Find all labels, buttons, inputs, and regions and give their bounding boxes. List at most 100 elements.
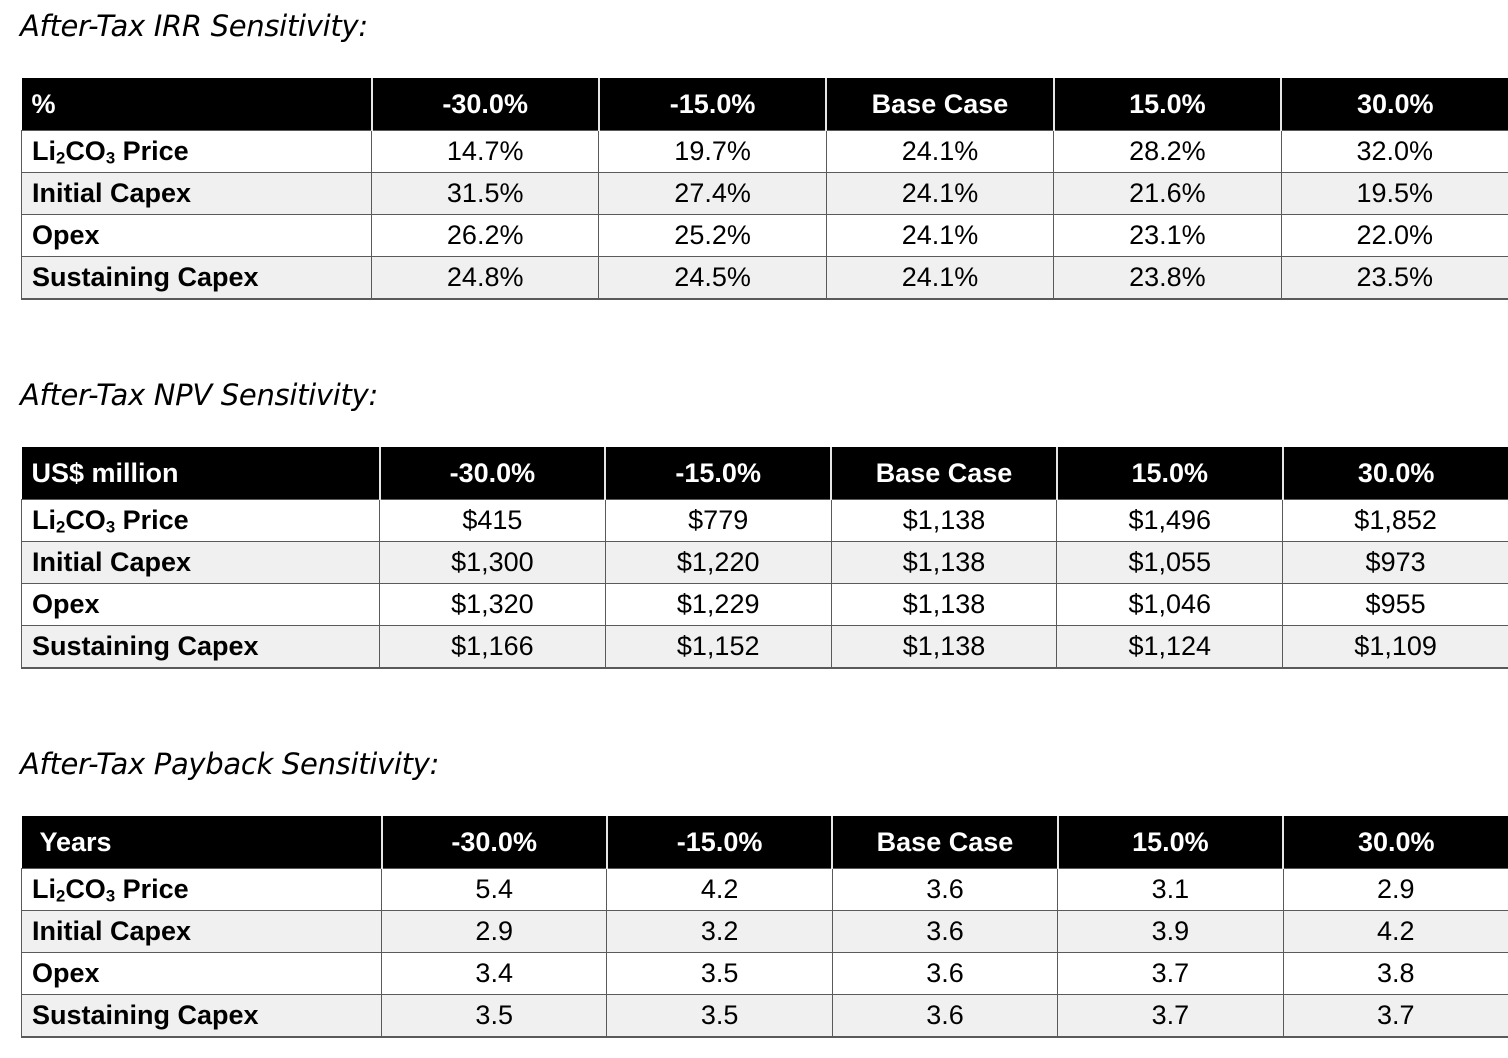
- table-row: Initial Capex 31.5% 27.4% 24.1% 21.6% 19…: [21, 172, 1508, 215]
- column-header: 15.0%: [1055, 447, 1283, 500]
- row-label: Li2CO3 Price: [21, 868, 382, 911]
- table-cell: 28.2%: [1053, 130, 1282, 173]
- table-cell: 3.5: [606, 994, 833, 1038]
- column-header: -15.0%: [604, 447, 832, 500]
- table-row: Sustaining Capex 24.8% 24.5% 24.1% 23.8%…: [21, 256, 1508, 300]
- table-cell: 24.1%: [825, 256, 1055, 300]
- table-cell: 3.7: [1057, 994, 1284, 1038]
- table-cell: 3.7: [1282, 994, 1508, 1038]
- unit-header: US$ million: [21, 447, 380, 500]
- unit-header: Years: [21, 816, 382, 869]
- header-row: US$ million -30.0% -15.0% Base Case 15.0…: [21, 447, 1508, 500]
- column-header: 30.0%: [1282, 816, 1508, 869]
- table-cell: 24.8%: [370, 256, 600, 300]
- table-cell: 32.0%: [1280, 130, 1508, 173]
- column-header: -30.0%: [378, 447, 606, 500]
- row-label: Initial Capex: [21, 172, 372, 215]
- table-cell: $973: [1282, 541, 1508, 584]
- column-header: 15.0%: [1052, 78, 1282, 131]
- table-cell: 3.8: [1282, 952, 1508, 995]
- table-cell: 3.6: [831, 952, 1059, 995]
- table-cell: 26.2%: [370, 214, 600, 257]
- table-cell: 5.4: [380, 868, 608, 911]
- column-header: 30.0%: [1280, 78, 1508, 131]
- header-row: % -30.0% -15.0% Base Case 15.0% 30.0%: [21, 78, 1508, 131]
- column-header: Base Case: [830, 447, 1057, 500]
- table-cell: 3.1: [1057, 868, 1284, 911]
- table-cell: $1,152: [604, 625, 832, 669]
- table-cell: 27.4%: [598, 172, 827, 215]
- table-cell: $1,138: [830, 499, 1058, 542]
- table-row: Sustaining Capex 3.5 3.5 3.6 3.7 3.7: [21, 994, 1508, 1038]
- irr-sensitivity-title: After-Tax IRR Sensitivity:: [20, 9, 368, 43]
- table-row: Li2CO3 Price 5.4 4.2 3.6 3.1 2.9: [21, 868, 1508, 911]
- table-cell: 3.6: [831, 910, 1059, 953]
- table-cell: $1,046: [1056, 583, 1284, 626]
- table-cell: $1,055: [1056, 541, 1284, 584]
- table-row: Li2CO3 Price $415 $779 $1,138 $1,496 $1,…: [21, 499, 1508, 542]
- table-cell: $1,109: [1282, 625, 1508, 669]
- table-cell: 23.5%: [1280, 256, 1508, 300]
- table-cell: $955: [1282, 583, 1508, 626]
- table-cell: 25.2%: [598, 214, 827, 257]
- npv-sensitivity-title: After-Tax NPV Sensitivity:: [20, 378, 378, 412]
- table-cell: 3.6: [831, 994, 1059, 1038]
- table-row: Opex 26.2% 25.2% 24.1% 23.1% 22.0%: [21, 214, 1508, 257]
- unit-header: %: [21, 78, 372, 131]
- table-cell: 2.9: [380, 910, 608, 953]
- table-cell: 21.6%: [1053, 172, 1282, 215]
- table-cell: $1,166: [379, 625, 606, 669]
- row-label: Sustaining Capex: [21, 625, 380, 669]
- table-row: Initial Capex $1,300 $1,220 $1,138 $1,05…: [21, 541, 1508, 584]
- table-cell: 3.2: [606, 910, 833, 953]
- table-row: Li2CO3 Price 14.7% 19.7% 24.1% 28.2% 32.…: [21, 130, 1508, 173]
- table-cell: 22.0%: [1280, 214, 1508, 257]
- table-cell: 4.2: [606, 868, 833, 911]
- irr-sensitivity-table: % -30.0% -15.0% Base Case 15.0% 30.0% Li…: [21, 78, 1508, 300]
- table-cell: 24.1%: [825, 130, 1055, 173]
- row-label: Initial Capex: [21, 541, 380, 584]
- table-cell: 19.7%: [598, 130, 827, 173]
- row-label: Opex: [21, 583, 380, 626]
- table-cell: 24.1%: [825, 214, 1055, 257]
- table-cell: $1,852: [1282, 499, 1508, 542]
- table-cell: 3.5: [606, 952, 833, 995]
- table-cell: $415: [379, 499, 606, 542]
- table-cell: 3.4: [380, 952, 608, 995]
- table-cell: $1,124: [1056, 625, 1284, 669]
- table-cell: 24.5%: [598, 256, 827, 300]
- table-row: Opex $1,320 $1,229 $1,138 $1,046 $955: [21, 583, 1508, 626]
- npv-sensitivity-table: US$ million -30.0% -15.0% Base Case 15.0…: [21, 447, 1508, 669]
- row-label: Sustaining Capex: [21, 256, 372, 300]
- payback-sensitivity-title: After-Tax Payback Sensitivity:: [20, 747, 440, 781]
- table-cell: $1,320: [379, 583, 606, 626]
- table-cell: 31.5%: [370, 172, 600, 215]
- payback-sensitivity-table: Years -30.0% -15.0% Base Case 15.0% 30.0…: [21, 816, 1508, 1038]
- header-row: Years -30.0% -15.0% Base Case 15.0% 30.0…: [21, 816, 1508, 869]
- column-header: -30.0%: [380, 816, 607, 869]
- table-cell: $779: [604, 499, 832, 542]
- table-row: Opex 3.4 3.5 3.6 3.7 3.8: [21, 952, 1508, 995]
- column-header: -30.0%: [370, 78, 599, 131]
- row-label: Initial Capex: [21, 910, 382, 953]
- table-row: Initial Capex 2.9 3.2 3.6 3.9 4.2: [21, 910, 1508, 953]
- table-cell: $1,138: [830, 541, 1058, 584]
- column-header: -15.0%: [597, 78, 827, 131]
- table-cell: 23.1%: [1053, 214, 1282, 257]
- table-cell: $1,138: [830, 625, 1058, 669]
- table-cell: 23.8%: [1053, 256, 1282, 300]
- table-cell: $1,138: [830, 583, 1058, 626]
- table-cell: 3.9: [1057, 910, 1284, 953]
- table-cell: $1,220: [604, 541, 832, 584]
- table-cell: $1,496: [1056, 499, 1284, 542]
- table-row: Sustaining Capex $1,166 $1,152 $1,138 $1…: [21, 625, 1508, 669]
- table-cell: $1,229: [604, 583, 832, 626]
- row-label: Opex: [21, 214, 372, 257]
- table-cell: 4.2: [1282, 910, 1508, 953]
- table-cell: 19.5%: [1280, 172, 1508, 215]
- row-label: Opex: [21, 952, 382, 995]
- column-header: -15.0%: [605, 816, 833, 869]
- table-cell: 3.5: [380, 994, 608, 1038]
- table-cell: 3.7: [1057, 952, 1284, 995]
- column-header: 15.0%: [1056, 816, 1284, 869]
